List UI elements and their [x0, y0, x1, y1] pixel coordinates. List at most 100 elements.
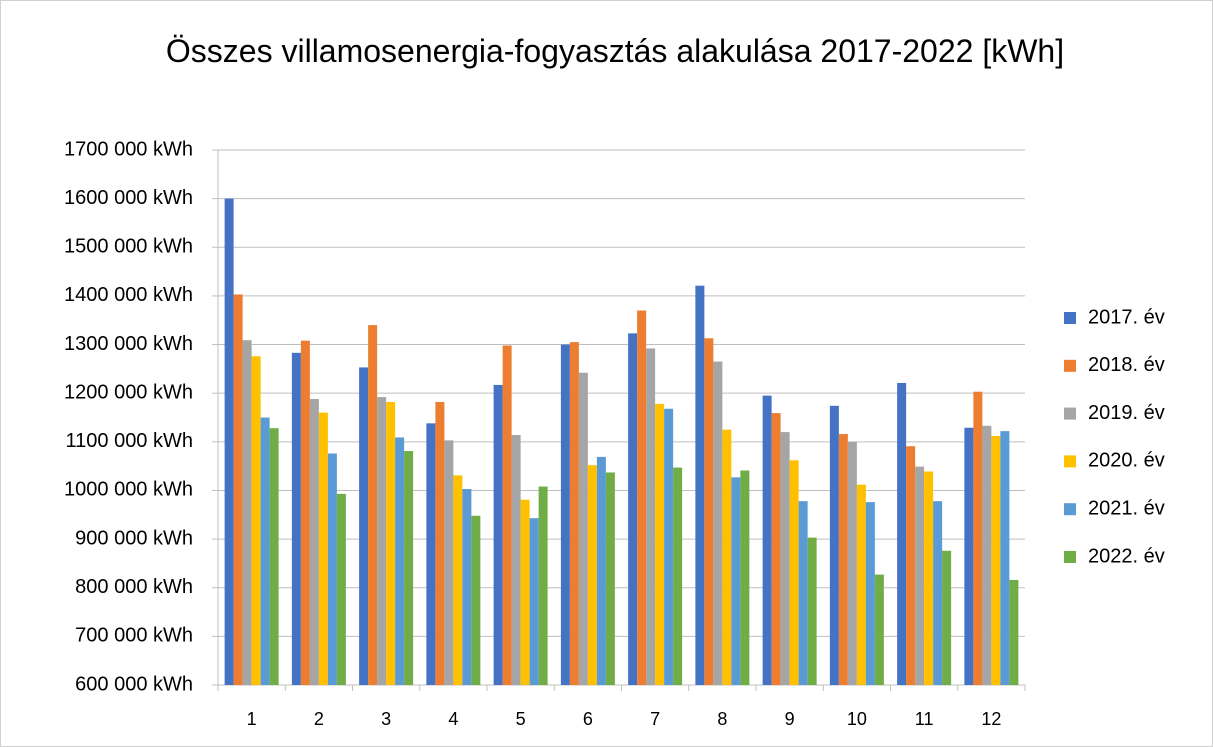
bar — [740, 470, 750, 685]
bar — [906, 446, 916, 685]
bar — [260, 417, 270, 685]
legend-swatch — [1064, 407, 1076, 420]
x-tick-label: 12 — [981, 709, 1001, 729]
bar — [569, 342, 579, 685]
bar — [300, 340, 310, 685]
x-tick-label: 9 — [785, 709, 795, 729]
bar — [695, 285, 705, 685]
bar — [269, 428, 279, 685]
bar — [242, 340, 252, 685]
bar — [404, 451, 414, 685]
bar — [798, 501, 808, 685]
y-tick-label: 1200 000 kWh — [64, 381, 193, 403]
x-tick-label: 3 — [381, 709, 391, 729]
bar — [251, 356, 261, 685]
bar — [318, 412, 328, 685]
bar — [377, 397, 387, 685]
legend-label: 2022. év — [1088, 545, 1165, 567]
bar — [426, 423, 436, 685]
legend-swatch — [1064, 455, 1076, 468]
x-tick-label: 4 — [448, 709, 458, 729]
bar — [856, 484, 866, 685]
bar — [973, 391, 983, 685]
bar — [471, 515, 481, 685]
bar — [493, 384, 503, 685]
bar — [731, 477, 741, 685]
bar — [309, 399, 319, 685]
bar — [578, 372, 588, 685]
x-tick-label: 1 — [247, 709, 257, 729]
legend-label: 2018. év — [1088, 354, 1165, 376]
bar — [224, 198, 234, 686]
bar — [637, 310, 647, 685]
bar — [865, 502, 875, 685]
y-tick-label: 1300 000 kWh — [64, 333, 193, 355]
bar — [829, 405, 839, 685]
bar — [520, 499, 530, 685]
bar — [874, 574, 884, 685]
y-tick-label: 600 000 kWh — [75, 673, 193, 695]
bar — [368, 325, 378, 685]
y-tick-label: 1400 000 kWh — [64, 284, 193, 306]
bar — [605, 472, 615, 685]
bar — [336, 493, 346, 685]
bar — [359, 367, 369, 685]
bar — [444, 440, 454, 685]
bar — [942, 550, 952, 685]
bar — [991, 435, 1001, 685]
legend-swatch — [1064, 503, 1076, 516]
bar — [529, 518, 539, 685]
bar — [655, 403, 665, 685]
y-tick-label: 1000 000 kWh — [64, 479, 193, 501]
bar — [628, 333, 638, 685]
bar — [713, 361, 723, 685]
bar — [915, 466, 925, 685]
y-tick-label: 800 000 kWh — [75, 576, 193, 598]
bar — [291, 352, 301, 685]
legend-label: 2019. év — [1088, 402, 1165, 424]
bar — [762, 395, 772, 685]
legend-label: 2020. év — [1088, 450, 1165, 472]
bar — [933, 501, 943, 685]
bar — [1000, 431, 1010, 685]
bar — [646, 348, 656, 685]
y-tick-label: 700 000 kWh — [75, 625, 193, 647]
legend-swatch — [1064, 359, 1076, 372]
bar — [233, 294, 243, 685]
bar — [982, 425, 992, 685]
bar — [673, 467, 683, 685]
y-tick-label: 1700 000 kWh — [64, 138, 193, 160]
bar — [511, 435, 521, 685]
bar — [1009, 579, 1019, 685]
bar — [462, 488, 472, 685]
x-tick-label: 5 — [516, 709, 526, 729]
y-tick-label: 1500 000 kWh — [64, 236, 193, 258]
bar — [847, 441, 857, 685]
bar — [453, 475, 463, 685]
bar — [587, 465, 597, 685]
bar — [502, 345, 512, 685]
legend-label: 2021. év — [1088, 497, 1165, 519]
bar — [964, 427, 974, 685]
x-tick-label: 11 — [915, 709, 934, 729]
bar — [789, 460, 799, 685]
y-tick-label: 1600 000 kWh — [64, 187, 193, 209]
bar — [838, 434, 848, 685]
bar — [664, 408, 674, 685]
bar — [780, 432, 790, 685]
bar — [771, 413, 781, 685]
bar — [538, 486, 548, 685]
chart-title: Összes villamosenergia-fogyasztás alakul… — [165, 33, 1065, 69]
bar — [722, 429, 732, 685]
bar — [924, 471, 934, 685]
bar — [327, 453, 337, 685]
bar — [560, 344, 570, 685]
bar — [596, 456, 606, 685]
x-tick-label: 6 — [583, 709, 593, 729]
bar — [395, 437, 405, 685]
bar — [386, 401, 396, 685]
x-tick-label: 10 — [847, 709, 867, 729]
bar — [807, 537, 817, 685]
y-tick-label: 900 000 kWh — [75, 527, 193, 549]
